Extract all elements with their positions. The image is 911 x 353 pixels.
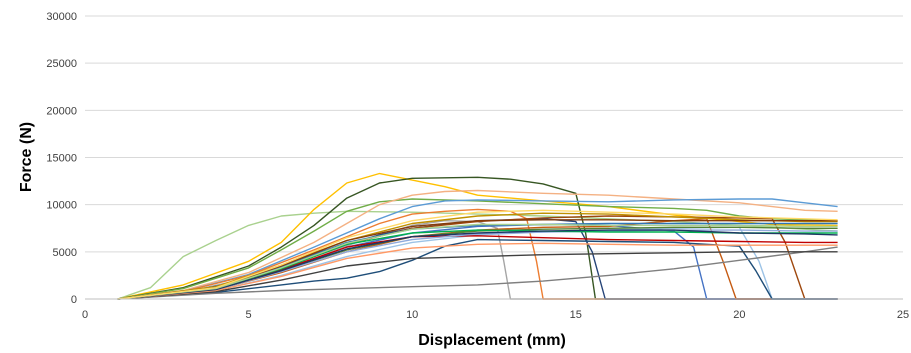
y-axis-title: Force (N) — [18, 122, 35, 192]
y-tick-label: 10000 — [46, 200, 77, 212]
series-line-12 — [117, 218, 838, 300]
series-line-22 — [117, 242, 838, 300]
series-line-14 — [117, 238, 838, 300]
x-tick-label: 0 — [82, 309, 88, 321]
series-line-15 — [117, 246, 838, 300]
series-line-25 — [117, 229, 838, 300]
y-tick-label: 5000 — [53, 247, 77, 259]
series-line-21 — [117, 229, 838, 300]
y-tick-labels: 0 5000 10000 15000 20000 25000 30000 — [46, 11, 77, 306]
x-tick-label: 10 — [406, 309, 418, 321]
series-line-26 — [117, 223, 838, 300]
x-axis-title: Displacement (mm) — [418, 332, 566, 349]
series-line-27 — [117, 209, 838, 300]
y-tick-label: 20000 — [46, 105, 77, 117]
y-tick-label: 25000 — [46, 58, 77, 70]
x-tick-labels: 0 5 10 15 20 25 — [82, 309, 909, 321]
series-line-24 — [117, 219, 838, 300]
series-line-20 — [117, 235, 838, 300]
x-tick-label: 15 — [570, 309, 582, 321]
series-lines — [117, 172, 838, 300]
series-line-4 — [117, 198, 838, 300]
y-tick-label: 0 — [71, 294, 77, 306]
series-line-6 — [117, 198, 838, 300]
y-tick-label: 30000 — [46, 11, 77, 23]
x-tick-label: 25 — [897, 309, 909, 321]
series-line-16 — [117, 251, 838, 300]
x-tick-label: 20 — [733, 309, 745, 321]
x-tick-label: 5 — [246, 309, 252, 321]
y-tick-label: 15000 — [46, 153, 77, 165]
series-line-5 — [117, 189, 838, 300]
